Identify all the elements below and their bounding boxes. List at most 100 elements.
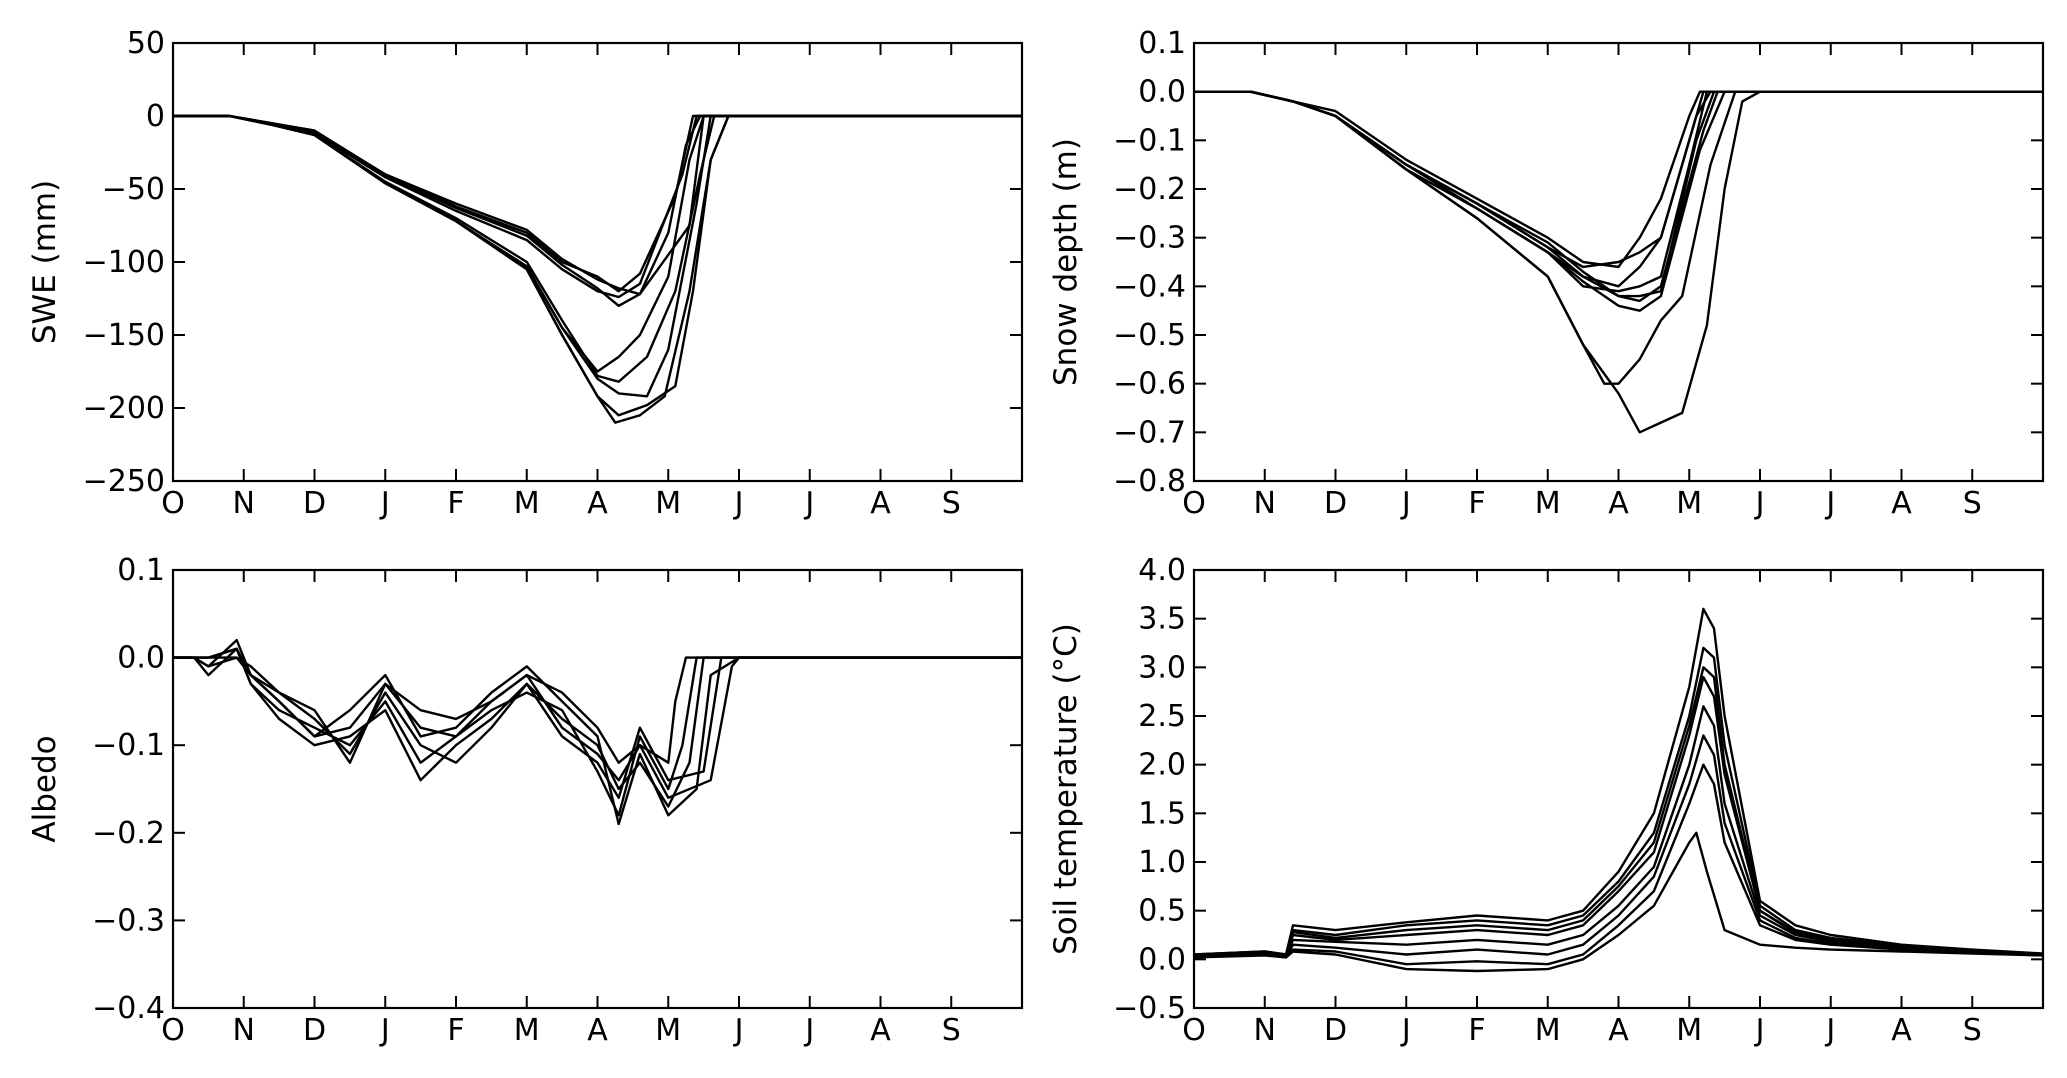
y-axis-label: Snow depth (m) [1048,138,1084,386]
series-line-0 [173,114,1022,293]
y-tick-label: 0.0 [1138,942,1186,977]
series-line-3 [1194,705,2043,957]
x-tick-label: O [1182,1013,1206,1048]
y-tick-label: 2.0 [1138,748,1186,783]
x-tick-label: S [942,486,961,521]
x-tick-label: S [1963,486,1982,521]
x-tick-label: F [447,1013,464,1048]
x-tick-label: O [161,486,185,521]
x-tick-label: J [733,1013,744,1048]
x-tick-label: M [1535,1013,1561,1048]
x-tick-label: A [1608,486,1629,521]
x-tick-label: D [1324,1013,1347,1048]
x-tick-label: J [1400,1013,1411,1048]
y-tick-label: −0.4 [92,991,165,1026]
x-tick-label: D [303,486,326,521]
x-tick-label: J [1824,486,1835,521]
x-tick-label: S [1963,1013,1982,1048]
x-tick-label: O [1182,486,1206,521]
x-tick-label: N [233,1013,255,1048]
x-tick-label: M [514,1013,540,1048]
y-tick-label: 0.5 [1138,894,1186,929]
x-tick-label: N [233,486,255,521]
y-tick-label: −0.7 [1113,415,1186,450]
x-tick-label: A [587,486,608,521]
x-tick-label: J [1754,1013,1765,1048]
series-line-8 [173,114,1022,373]
series-line-4 [173,114,1022,383]
series-line-6 [1194,90,2043,269]
x-tick-label: M [1676,1013,1702,1048]
series-line-5 [1194,763,2043,966]
series-line-5 [1194,90,2043,312]
plot-frame [171,41,1024,483]
x-tick-label: S [942,1013,961,1048]
y-tick-label: −200 [83,391,165,426]
series-line-0 [173,638,1022,782]
series-line-3 [173,647,1022,826]
series-line-4 [173,647,1022,799]
y-tick-label: 0 [146,99,165,134]
series-line-2 [173,656,1022,808]
series-group [1194,90,2043,434]
y-axis-label: SWE (mm) [27,180,63,344]
y-tick-label: 4.0 [1138,553,1186,588]
series-line-1 [173,114,1022,299]
y-tick-label: −0.1 [92,728,165,763]
y-tick-label: −0.4 [1113,269,1186,304]
x-tick-label: J [1400,486,1411,521]
y-tick-label: −0.1 [1113,123,1186,158]
series-line-7 [1194,666,2043,958]
y-tick-label: −0.3 [1113,221,1186,256]
x-tick-label: F [1468,1013,1485,1048]
y-tick-label: 2.5 [1138,699,1186,734]
y-tick-label: 50 [127,26,165,61]
x-tick-label: D [303,1013,326,1048]
x-tick-label: A [587,1013,608,1048]
x-tick-label: J [1824,1013,1835,1048]
x-tick-label: F [447,486,464,521]
x-tick-label: J [803,1013,814,1048]
y-tick-label: 0.1 [1138,26,1186,61]
y-tick-label: 3.0 [1138,650,1186,685]
series-line-4 [1194,734,2043,958]
soil-temperature-panel: −0.5 0.0 0.5 1.0 1.5 2.0 2.5 3.0 3.5 4.0 O N D J F M A M J… [1048,553,2045,1048]
series-line-8 [1194,90,2043,434]
series-line-1 [1194,90,2043,288]
series-line-5 [173,114,1022,398]
y-tick-label: −0.3 [92,903,165,938]
y-axis-label: Soil temperature (°C) [1048,623,1084,955]
y-tick-label: −100 [83,245,165,280]
x-tick-label: A [870,486,891,521]
x-tick-label: A [1891,1013,1912,1048]
swe-panel: −250 −200 −150 −100 −50 0 50 O N D J F M A M J J A S SWE (m… [27,26,1024,521]
series-line-3 [173,114,1022,296]
x-tick-label: N [1254,1013,1276,1048]
series-line-7 [1194,90,2043,385]
series-line-5 [173,656,1022,799]
y-tick-label: 1.5 [1138,796,1186,831]
y-tick-label: 0.0 [117,641,165,676]
x-tick-label: M [1676,486,1702,521]
x-tick-label: O [161,1013,185,1048]
series-group [173,114,1022,424]
series-group [1194,607,2043,973]
series-line-0 [1194,607,2043,956]
plot-frame [171,568,1024,1010]
x-tick-label: M [655,1013,681,1048]
y-tick-label: −0.2 [92,816,165,851]
x-tick-label: M [1535,486,1561,521]
y-tick-label: −150 [83,318,165,353]
series-group [173,638,1022,826]
series-line-1 [1194,646,2043,956]
x-tick-label: D [1324,486,1347,521]
y-tick-label: −250 [83,464,165,499]
x-tick-label: A [1608,1013,1629,1048]
y-tick-label: 3.5 [1138,602,1186,637]
snow-depth-panel: −0.8 −0.7 −0.6 −0.5 −0.4 −0.3 −0.2 −0.1 0.0 0.1 O N… [1048,26,2045,521]
series-line-0 [1194,90,2043,269]
y-tick-label: 0.1 [117,553,165,588]
series-line-3 [1194,90,2043,303]
x-tick-label: J [733,486,744,521]
y-tick-label: −0.6 [1113,367,1186,402]
